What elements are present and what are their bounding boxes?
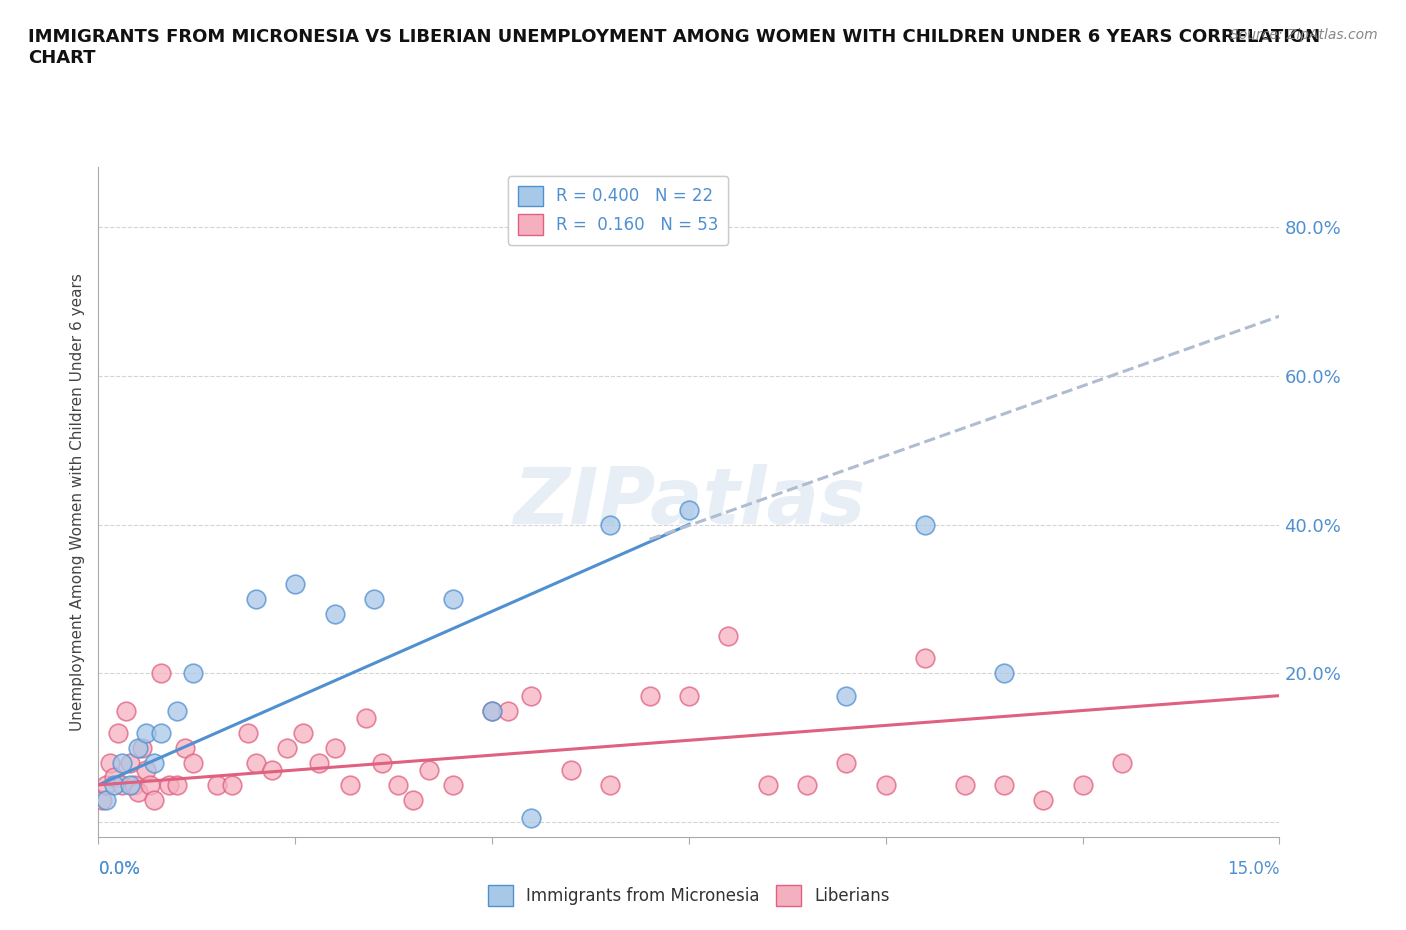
Text: 0.0%: 0.0% (98, 860, 141, 878)
Point (276, 740, 298, 755)
Point (142, 755, 165, 770)
Point (560, 763, 582, 777)
Point (339, 777, 361, 792)
Point (107, 725, 129, 740)
Point (111, 777, 134, 792)
Y-axis label: Unemployment Among Women with Children Under 6 years: Unemployment Among Women with Children U… (69, 273, 84, 731)
Point (520, 688, 543, 703)
Point (993, 666, 1015, 681)
Point (118, 777, 141, 792)
Point (91, 792, 114, 807)
Point (1111, 755, 1133, 770)
Point (756, 777, 779, 792)
Point (292, 725, 315, 740)
Point (166, 777, 188, 792)
Point (166, 703, 188, 718)
Point (1071, 777, 1094, 792)
Point (496, 703, 519, 718)
Point (98, 755, 121, 770)
Point (387, 777, 409, 792)
Point (115, 703, 138, 718)
Legend: Immigrants from Micronesia, Liberians: Immigrants from Micronesia, Liberians (481, 879, 897, 912)
Point (1032, 792, 1054, 807)
Point (481, 703, 503, 718)
Point (127, 785, 149, 800)
Point (875, 777, 897, 792)
Text: 15.0%: 15.0% (1227, 860, 1279, 878)
Point (323, 740, 346, 755)
Point (260, 763, 283, 777)
Legend: R = 0.400   N = 22, R =  0.160   N = 53: R = 0.400 N = 22, R = 0.160 N = 53 (508, 176, 728, 245)
Text: Source: ZipAtlas.com: Source: ZipAtlas.com (1230, 28, 1378, 42)
Point (638, 688, 661, 703)
Point (138, 777, 160, 792)
Point (993, 777, 1015, 792)
Point (796, 777, 818, 792)
Point (131, 740, 153, 755)
Point (157, 777, 180, 792)
Point (481, 703, 503, 718)
Point (103, 777, 125, 792)
Text: 0.0%: 0.0% (98, 860, 141, 878)
Point (127, 740, 149, 755)
Point (914, 517, 936, 532)
Point (181, 755, 204, 770)
Point (96, 777, 118, 792)
Point (96, 792, 118, 807)
Point (402, 792, 425, 807)
Point (678, 502, 700, 517)
Point (835, 755, 858, 770)
Point (118, 755, 141, 770)
Point (678, 688, 700, 703)
Point (103, 770, 125, 785)
Point (245, 591, 267, 606)
Point (363, 591, 385, 606)
Point (205, 777, 228, 792)
Point (221, 777, 243, 792)
Point (308, 755, 330, 770)
Point (142, 792, 165, 807)
Text: IMMIGRANTS FROM MICRONESIA VS LIBERIAN UNEMPLOYMENT AMONG WOMEN WITH CHILDREN UN: IMMIGRANTS FROM MICRONESIA VS LIBERIAN U… (28, 28, 1320, 67)
Point (135, 725, 157, 740)
Point (520, 811, 543, 826)
Point (245, 755, 267, 770)
Point (371, 755, 394, 770)
Point (111, 755, 134, 770)
Point (354, 711, 377, 725)
Point (914, 651, 936, 666)
Point (953, 777, 976, 792)
Point (441, 591, 464, 606)
Point (174, 740, 197, 755)
Point (135, 763, 157, 777)
Point (599, 777, 621, 792)
Text: ZIPatlas: ZIPatlas (513, 464, 865, 540)
Point (835, 688, 858, 703)
Point (441, 777, 464, 792)
Point (236, 725, 259, 740)
Point (150, 666, 173, 681)
Point (323, 606, 346, 621)
Point (284, 577, 307, 591)
Point (122, 777, 145, 792)
Point (717, 629, 740, 644)
Point (418, 763, 440, 777)
Point (181, 666, 204, 681)
Point (150, 725, 173, 740)
Point (599, 517, 621, 532)
